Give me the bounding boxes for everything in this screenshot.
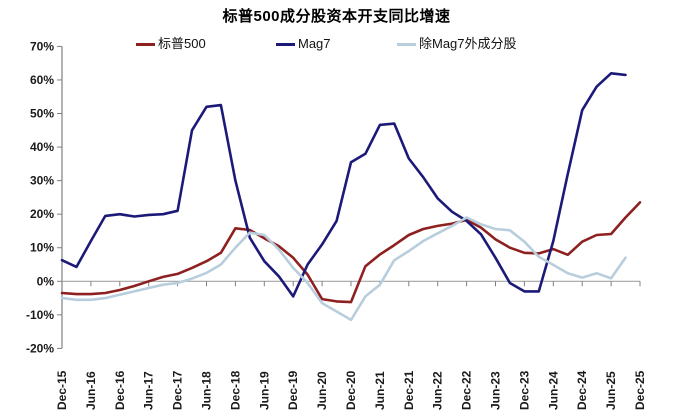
y-axis-label: 40% [30,140,54,154]
legend-label-mag7: Mag7 [298,36,331,51]
x-axis-label: Dec-18 [228,370,242,410]
legend-item-sp500: 标普500 [136,36,206,52]
x-axis-label: Dec-17 [171,370,185,410]
x-axis-label: Dec-22 [460,370,474,410]
x-axis-label: Dec-20 [344,370,358,410]
legend-label-ex-mag7: 除Mag7外成分股 [419,36,517,51]
x-axis-label: Jun-17 [142,371,156,410]
x-axis-label: Jun-25 [604,371,618,410]
x-axis-label: Dec-19 [286,370,300,410]
y-axis-label: 20% [30,207,54,221]
legend-item-mag7: Mag7 [276,36,331,52]
y-axis-label: 10% [30,241,54,255]
x-axis-label: Jun-20 [315,371,329,410]
chart-legend: 标普500 Mag7 除Mag7外成分股 [0,36,673,52]
y-axis-label: 30% [30,174,54,188]
legend-swatch-sp500 [136,42,155,46]
x-axis-label: Dec-16 [113,370,127,410]
x-axis-label: Dec-25 [633,370,647,410]
y-axis-label: -20% [26,341,54,355]
legend-swatch-mag7 [276,42,295,46]
mag7-line [60,72,627,298]
x-axis-label: Dec-23 [517,370,531,410]
x-axis-label: Jun-23 [489,371,503,410]
legend-label-sp500: 标普500 [158,36,206,51]
x-axis-label: Jun-22 [431,371,445,410]
x-axis-label: Dec-24 [575,370,589,410]
x-axis-label: Dec-21 [402,370,416,410]
chart-title: 标普500成分股资本开支同比增速 [222,8,451,25]
y-axis-label: 70% [30,39,54,53]
legend-item-ex-mag7: 除Mag7外成分股 [397,36,517,52]
legend-swatch-ex-mag7 [397,42,416,46]
sp500-line [60,201,642,304]
x-axis-label: Jun-16 [84,371,98,410]
x-axis-label: Jun-21 [373,371,387,410]
y-axis-label: -10% [26,308,54,322]
y-axis-label: 60% [30,73,54,87]
y-axis-label: 0% [37,274,55,288]
x-axis-label: Jun-19 [257,371,271,410]
y-axis-label: 50% [30,107,54,121]
x-axis-label: Jun-18 [200,371,214,410]
x-axis-label: Jun-24 [546,371,560,410]
ex-mag7-line [60,216,627,322]
x-axis-label: Dec-15 [55,370,69,410]
